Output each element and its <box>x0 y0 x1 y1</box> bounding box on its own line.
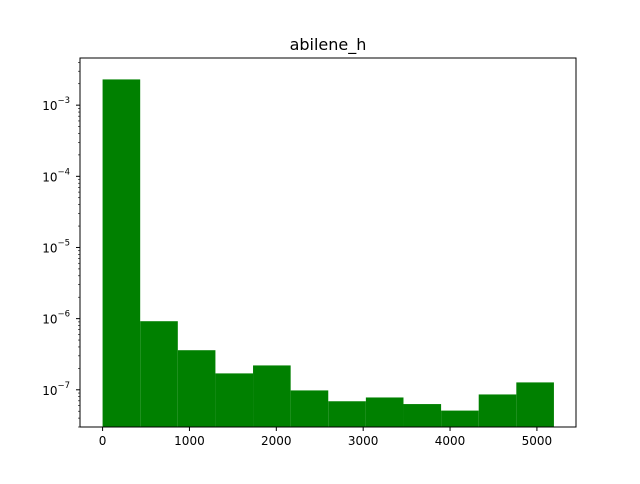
y-tick-label-exponent: −3 <box>57 96 70 106</box>
x-tick-label: 4000 <box>435 434 466 448</box>
y-tick-label-exponent: −6 <box>57 310 70 320</box>
x-axis: 0 1000 2000 3000 4000 5000 <box>99 427 552 448</box>
histogram-bar <box>365 397 404 427</box>
y-tick-label-base: 10 <box>42 384 57 398</box>
y-tick-label-exponent: −7 <box>57 381 70 391</box>
y-tick-label-base: 10 <box>42 99 57 113</box>
y-tick-label-exponent: −4 <box>57 167 70 177</box>
histogram-bar <box>328 401 366 427</box>
y-tick-label: 10−7 <box>42 381 70 398</box>
y-tick-label: 10−3 <box>42 96 70 113</box>
y-tick-label-base: 10 <box>42 313 57 327</box>
histogram-bar <box>441 410 479 427</box>
x-tick-label: 1000 <box>174 434 205 448</box>
plot-frame <box>79 57 577 428</box>
histogram-bar <box>253 365 291 427</box>
histogram-bar <box>403 404 442 427</box>
histogram-bar <box>140 321 178 427</box>
y-tick-label-base: 10 <box>42 241 57 255</box>
chart-title: abilene_h <box>290 35 367 55</box>
histogram-bar <box>102 79 141 428</box>
y-tick-label: 10−4 <box>42 167 70 184</box>
y-tick-label-exponent: −5 <box>57 238 70 248</box>
histogram-bar <box>177 350 216 427</box>
x-tick-label: 3000 <box>348 434 379 448</box>
histogram-bar <box>290 390 329 427</box>
x-tick-label: 0 <box>99 434 107 448</box>
bars-layer <box>102 79 554 428</box>
histogram-bar <box>478 394 517 427</box>
x-tick-label: 2000 <box>261 434 292 448</box>
x-tick-label: 5000 <box>522 434 553 448</box>
histogram-bar <box>215 373 254 427</box>
y-axis: 10−710−610−510−410−3 <box>42 62 80 428</box>
histogram-bar <box>516 382 554 427</box>
y-tick-label-base: 10 <box>42 170 57 184</box>
y-tick-label: 10−6 <box>42 310 70 327</box>
y-tick-label: 10−5 <box>42 238 70 255</box>
